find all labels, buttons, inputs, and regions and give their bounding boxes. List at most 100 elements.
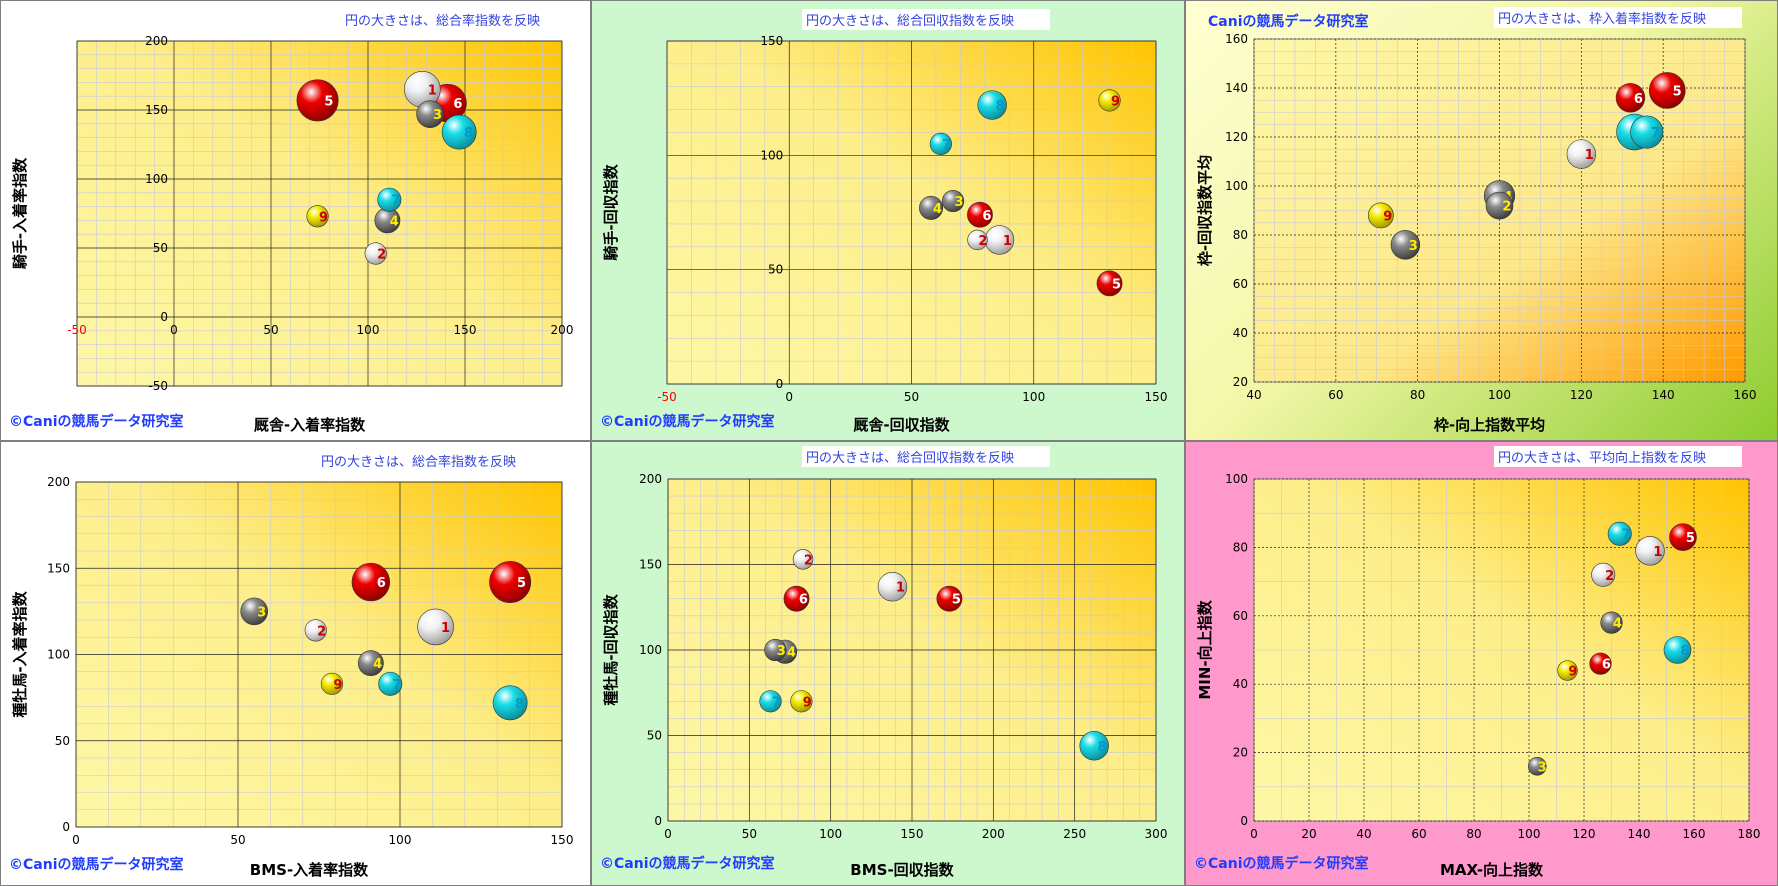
bubble-label: 1 — [1653, 545, 1662, 560]
y-tick-label: 80 — [1233, 228, 1248, 242]
x-tick-label: 100 — [1518, 827, 1541, 841]
bubble-9: 9 — [1098, 89, 1121, 112]
x-tick-label: 0 — [1250, 827, 1258, 841]
y-tick-label: 100 — [47, 648, 70, 662]
y-axis-title: 枠-回収指数平均 — [1196, 155, 1214, 266]
bubble-label: 1 — [428, 83, 437, 98]
x-tick-label: 50 — [904, 390, 919, 404]
y-axis-title: MIN-向上指数 — [1196, 599, 1214, 699]
bubble-label: 3 — [777, 644, 786, 659]
y-tick-label: 140 — [1225, 81, 1248, 95]
bubble-circle — [1566, 139, 1597, 169]
y-tick-label: 100 — [760, 148, 783, 162]
bubble-9: 9 — [306, 205, 329, 228]
bubble-2: 2 — [1485, 191, 1514, 220]
x-tick-label: 80 — [1410, 388, 1425, 402]
bubble-circle — [1669, 523, 1697, 551]
y-tick-label: 150 — [47, 561, 70, 575]
x-tick-label: 100 — [819, 827, 842, 841]
bubble-6: 6 — [351, 562, 391, 602]
x-tick-label: 20 — [1301, 827, 1316, 841]
bubble-4: 4 — [374, 207, 401, 234]
x-tick-label: 80 — [1466, 827, 1481, 841]
y-tick-label: 120 — [1225, 130, 1248, 144]
bubble-label: 8 — [515, 697, 524, 712]
x-tick-label: 40 — [1246, 388, 1261, 402]
bubble-label: 5 — [952, 593, 961, 608]
bubble-circle — [417, 608, 454, 646]
bubble-7: 7 — [929, 132, 952, 155]
bubble-circle — [790, 690, 813, 713]
y-tick-label: 0 — [776, 377, 784, 391]
x-tick-label: 150 — [1145, 390, 1168, 404]
bubble-label: 6 — [1602, 658, 1611, 673]
bubble-label: 6 — [453, 97, 462, 112]
y-tick-label: 200 — [47, 475, 70, 489]
bubble-6: 6 — [1589, 652, 1612, 675]
bubble-6: 6 — [1615, 83, 1646, 113]
x-tick-label: 250 — [1063, 827, 1086, 841]
x-tick-label: 200 — [551, 323, 574, 337]
x-tick-label: 60 — [1411, 827, 1426, 841]
y-tick-label: 60 — [1233, 609, 1248, 623]
bubble-label: 9 — [803, 695, 812, 710]
bubble-circle — [1630, 115, 1664, 149]
credit-text: ©Caniの競馬データ研究室 — [600, 414, 775, 430]
bubble-3: 3 — [1527, 756, 1547, 776]
bubble-label: 2 — [317, 624, 326, 639]
bubble-9: 9 — [1367, 202, 1394, 229]
bubble-circle — [306, 205, 329, 228]
bubble-circle — [936, 585, 963, 612]
bubble-label: 1 — [441, 621, 450, 636]
bubble-circle — [792, 549, 814, 570]
bubble-label: 6 — [799, 593, 808, 608]
bubble-circle — [357, 650, 384, 677]
bubble-7: 7 — [377, 187, 402, 212]
x-tick-label: 50 — [263, 323, 278, 337]
bubble-label: 3 — [433, 108, 442, 123]
bubble-label: 1 — [1585, 148, 1594, 163]
bubble-circle — [919, 195, 944, 220]
chart-svg: -50 0 50 100 150 200 -50 0 50 100 150 200 厩舎-入着率指数 騎手… — [11, 34, 574, 434]
bubble-size-note: 円の大きさは、総合率指数を反映 — [321, 455, 517, 470]
bubble-label: 4 — [373, 657, 382, 672]
bubble-circle — [441, 114, 477, 150]
chart-panel-5: 0 50 100 150 200 250 300 0 50 100 150 200 BMS-回収指数 種牡… — [591, 441, 1185, 886]
x-axis-title: 枠-向上指数平均 — [1434, 416, 1545, 434]
y-tick-label: 80 — [1233, 540, 1248, 554]
y-tick-label: 200 — [639, 472, 662, 486]
y-tick-label: 0 — [1240, 814, 1248, 828]
y-tick-label: 100 — [639, 643, 662, 657]
bubble-3: 3 — [1390, 230, 1421, 260]
y-tick-label: 40 — [1233, 326, 1248, 340]
bubble-circle — [351, 562, 391, 602]
bubble-9: 9 — [790, 690, 813, 713]
bubble-5: 5 — [1648, 72, 1686, 109]
bubble-3: 3 — [416, 100, 444, 128]
y-axis-title: 種牡馬-入着率指数 — [11, 590, 29, 717]
bubble-label: 2 — [978, 234, 987, 249]
bubble-circle — [489, 561, 532, 604]
bubble-7: 7 — [1630, 115, 1664, 149]
bubble-circle — [929, 132, 952, 155]
bubble-8: 8 — [977, 90, 1007, 120]
bubble-circle — [1591, 562, 1616, 587]
x-tick-label: 200 — [982, 827, 1005, 841]
x-tick-label: 160 — [1734, 388, 1757, 402]
x-tick-label: 100 — [1488, 388, 1511, 402]
chart-panel-6: 0 20 40 60 80 100 120 140 160 180 0 20 40 60 80 100 MAX-… — [1185, 441, 1778, 886]
x-tick-label: 0 — [72, 833, 80, 847]
y-tick-label: 150 — [639, 558, 662, 572]
bubble-5: 5 — [1669, 523, 1697, 551]
bubble-circle — [1600, 611, 1623, 634]
bubble-label: 3 — [1409, 239, 1418, 254]
chart-panel-4: 0 50 100 150 0 50 100 150 200 BMS-入着率指数 種牡馬-入着率指数 5… — [0, 441, 591, 886]
bubble-1: 1 — [984, 225, 1015, 255]
y-tick-label: 50 — [647, 729, 662, 743]
bubble-circle — [1648, 72, 1686, 109]
bubble-label: 7 — [1651, 126, 1660, 141]
bubble-label: 7 — [942, 138, 951, 153]
bubble-3: 3 — [764, 638, 787, 662]
y-tick-label: 100 — [1225, 472, 1248, 486]
x-axis-title: 厩舎-入着率指数 — [254, 416, 366, 434]
